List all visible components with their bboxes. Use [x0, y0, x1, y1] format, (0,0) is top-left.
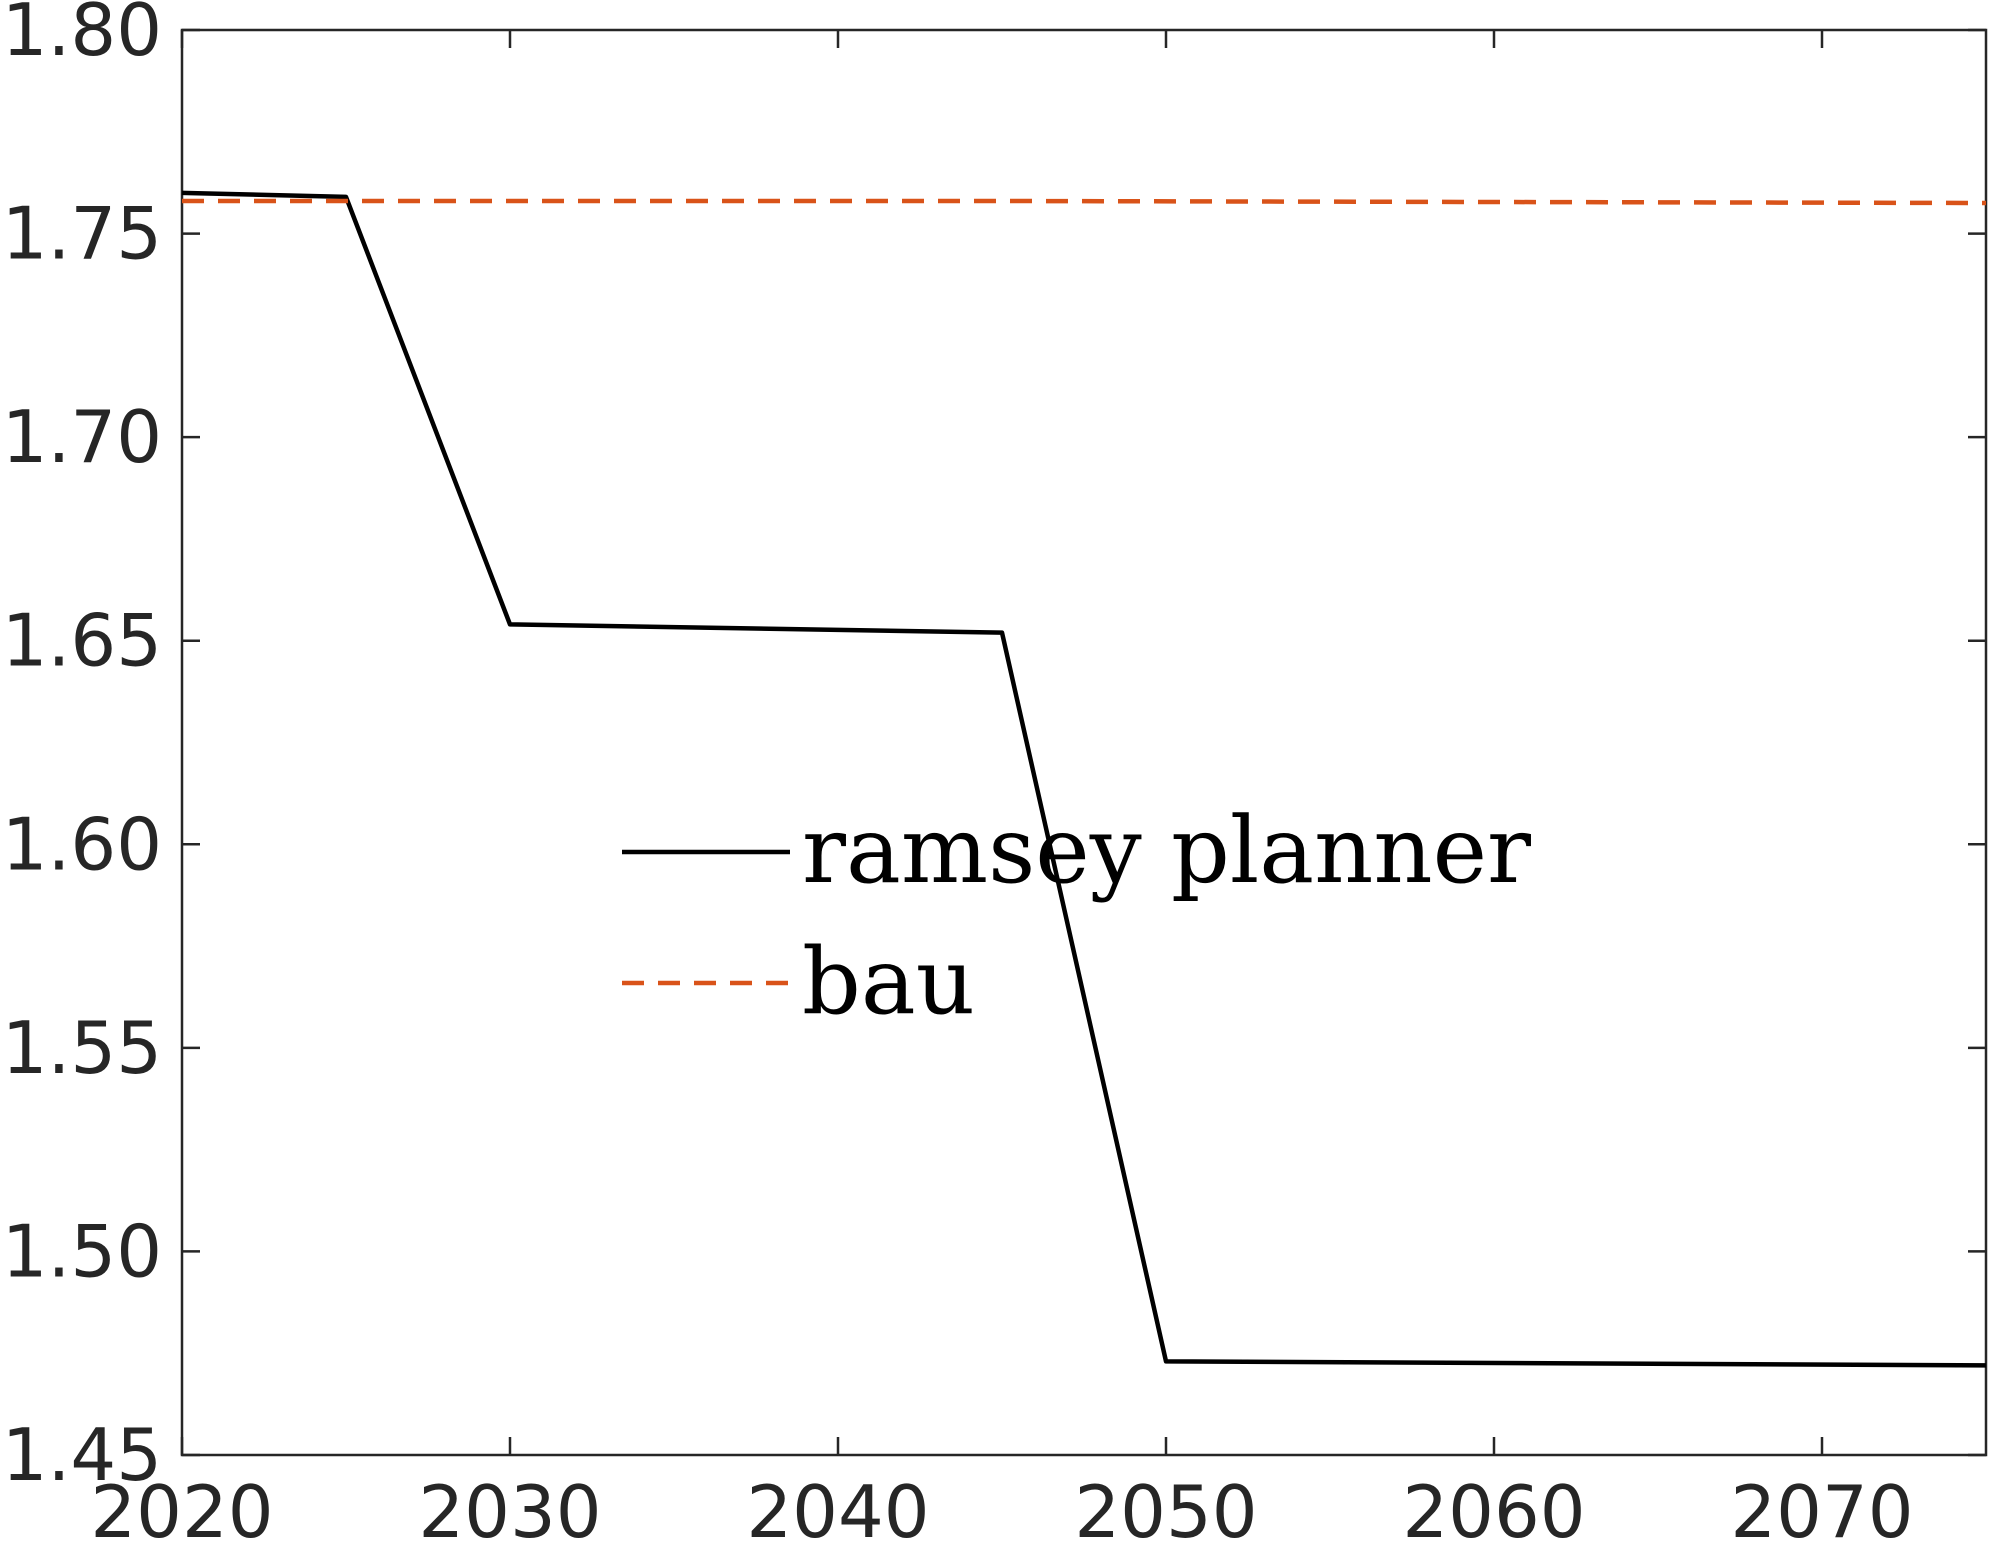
- y-tick-label: 1.65: [2, 599, 162, 683]
- x-tick-label: 2050: [1074, 1470, 1257, 1554]
- y-tick-label: 1.55: [2, 1006, 162, 1090]
- x-tick-label: 2070: [1730, 1470, 1913, 1554]
- x-tick-label: 2040: [746, 1470, 929, 1554]
- y-tick-label: 1.75: [2, 192, 162, 276]
- x-tick-label: 2030: [418, 1470, 601, 1554]
- series-line-0: [181, 190, 1987, 1368]
- legend-label-1: bau: [802, 928, 975, 1035]
- y-tick-label: 1.70: [2, 395, 162, 479]
- series-line-1: [182, 198, 1987, 206]
- y-tick-label: 1.80: [2, 0, 162, 72]
- legend-label-0: ramsey planner: [802, 797, 1531, 904]
- y-tick-label: 1.50: [2, 1209, 162, 1293]
- legend: ramsey planner bau: [622, 797, 1531, 1035]
- series-lines: [181, 190, 1987, 1368]
- y-tick-label: 1.45: [2, 1413, 162, 1497]
- x-tick-label: 2060: [1402, 1470, 1585, 1554]
- plot-area-box: [180, 28, 1988, 1457]
- y-tick-label: 1.60: [2, 802, 162, 886]
- x-tick-label: 2020: [90, 1470, 273, 1554]
